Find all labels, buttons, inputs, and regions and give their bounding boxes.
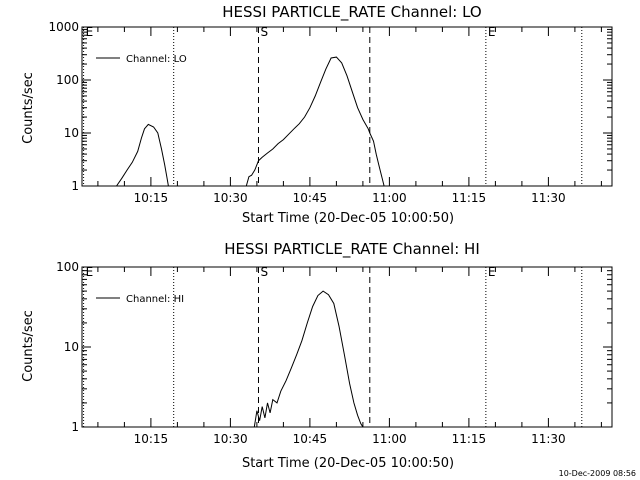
panel-channel-lo: HESSI PARTICLE_RATE Channel: LO Start Ti… xyxy=(21,3,613,226)
plot-frame-lo xyxy=(81,26,613,187)
event-marker-label-lo: E xyxy=(86,25,94,39)
legend-label-hi: Channel: HI xyxy=(126,294,184,305)
event-marker-label-hi: E xyxy=(488,265,496,279)
x-tick-label-hi: 11:15 xyxy=(452,432,487,446)
y-tick-label-hi: 10 xyxy=(64,340,79,354)
event-marker-label-lo: E xyxy=(488,25,496,39)
x-tick-label-hi: 11:00 xyxy=(372,432,407,446)
x-axis-label-hi: Start Time (20-Dec-05 10:00:50) xyxy=(242,456,454,471)
y-axis-label-lo: Counts/sec xyxy=(21,72,36,144)
x-tick-label-hi: 11:30 xyxy=(531,432,566,446)
event-marker-label-hi: S xyxy=(260,265,268,279)
x-tick-label-lo: 11:30 xyxy=(531,191,566,205)
plot-frame-hi xyxy=(81,266,613,428)
panel-channel-hi: HESSI PARTICLE_RATE Channel: HI Start Ti… xyxy=(21,240,613,471)
x-tick-label-lo: 11:15 xyxy=(452,191,487,205)
chart-title-hi: HESSI PARTICLE_RATE Channel: HI xyxy=(224,240,480,259)
x-tick-label-lo: 10:45 xyxy=(293,191,328,205)
event-marker-label-hi: E xyxy=(86,265,94,279)
x-tick-label-hi: 10:15 xyxy=(134,432,169,446)
chart-title-lo: HESSI PARTICLE_RATE Channel: LO xyxy=(222,3,481,22)
y-tick-label-lo: 10 xyxy=(64,126,79,140)
x-tick-label-lo: 10:30 xyxy=(213,191,248,205)
plot-timestamp: 10-Dec-2009 08:56 xyxy=(559,469,636,478)
x-tick-label-lo: 10:15 xyxy=(134,191,169,205)
x-tick-label-lo: 11:00 xyxy=(372,191,407,205)
legend-label-lo: Channel: LO xyxy=(126,54,187,65)
x-tick-label-hi: 10:45 xyxy=(293,432,328,446)
y-tick-label-lo: 1000 xyxy=(48,20,79,34)
x-tick-label-hi: 10:30 xyxy=(213,432,248,446)
y-tick-label-lo: 1 xyxy=(71,179,79,193)
y-tick-label-hi: 100 xyxy=(56,260,79,274)
x-axis-label-lo: Start Time (20-Dec-05 10:00:50) xyxy=(242,211,454,226)
event-marker-label-lo: S xyxy=(260,25,268,39)
y-tick-label-hi: 1 xyxy=(71,420,79,434)
y-axis-label-hi: Counts/sec xyxy=(21,310,36,382)
data-series-line-hi xyxy=(253,290,364,428)
data-series-line-lo xyxy=(116,56,385,187)
y-tick-label-lo: 100 xyxy=(56,73,79,87)
